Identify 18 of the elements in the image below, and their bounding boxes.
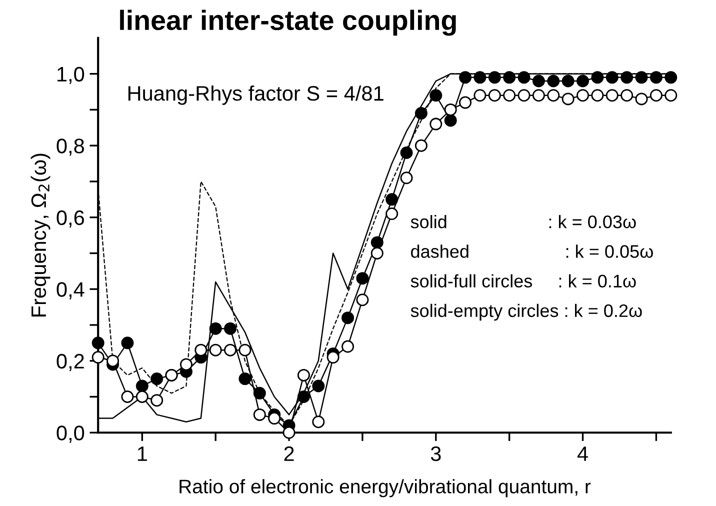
chart-title: linear inter-state coupling <box>120 10 456 36</box>
annotation: solid : k = 0.03ω <box>410 215 636 228</box>
annotation: dashed : k = 0.05ω <box>411 244 653 258</box>
y-tick-label: 0,4 <box>56 282 84 300</box>
y-tick-label: 0,0 <box>56 426 84 443</box>
x-tick-label: 3 <box>430 446 441 462</box>
x-tick-label: 2 <box>284 446 294 461</box>
annotation: solid-empty circles : k = 0.2ω <box>410 304 642 321</box>
x-tick-label: 4 <box>577 446 588 461</box>
annotation: solid-full circles : k = 0.1ω <box>410 274 636 288</box>
y-tick-label: 0,8 <box>56 138 84 156</box>
x-tick-label: 1 <box>138 446 147 461</box>
annotation: Huang-Rhys factor S = 4/81 <box>128 85 384 105</box>
y-axis-title: Frequency, Ω$_{2}$(ω) <box>30 154 50 316</box>
y-tick-label: 0,2 <box>56 354 84 372</box>
y-tick-label: 1,0 <box>58 66 84 84</box>
x-axis-title: Ratio of electronic energy/vibrational quantum, r <box>180 479 591 498</box>
y-tick-label: 0,6 <box>56 210 84 228</box>
